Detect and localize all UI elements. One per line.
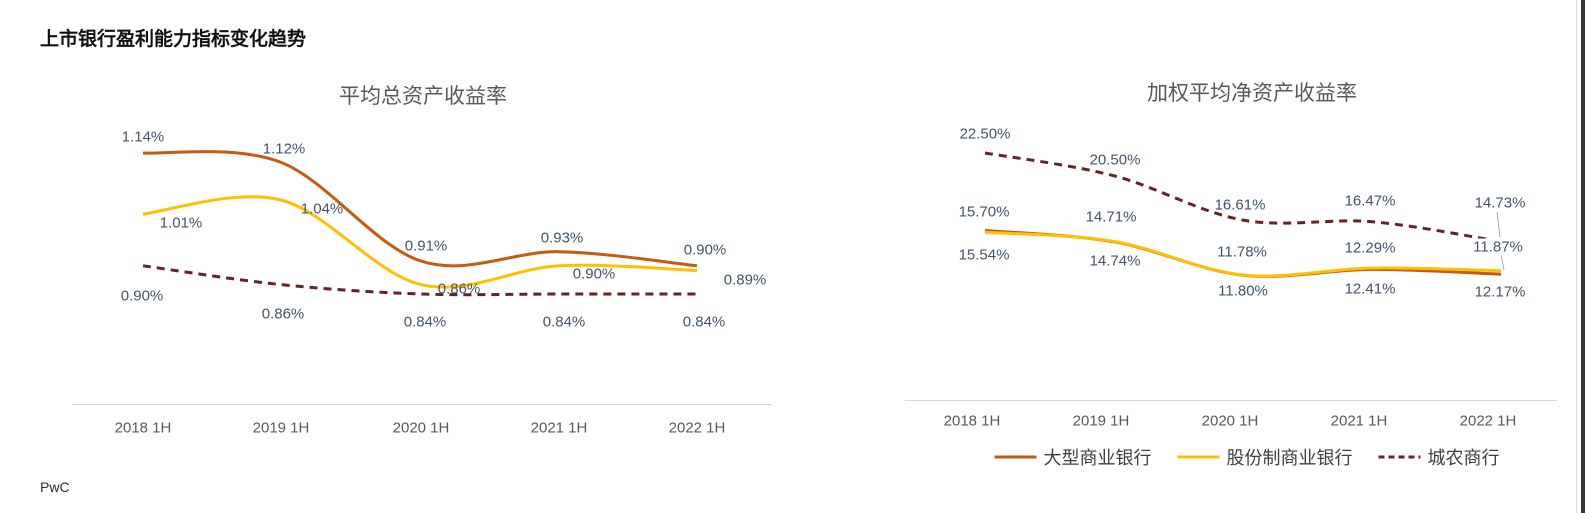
legend-label: 大型商业银行	[1043, 448, 1152, 468]
data-label-city-rural-commercial-banks: 0.84%	[542, 313, 586, 331]
data-label-joint-stock-commercial-banks: 12.41%	[1344, 280, 1396, 298]
data-label-large-commercial-banks: 1.12%	[262, 140, 306, 158]
data-label-large-commercial-banks: 0.93%	[540, 229, 584, 247]
data-label-city-rural-commercial-banks: 22.50%	[959, 125, 1011, 143]
legend-label: 股份制商业银行	[1226, 448, 1353, 468]
data-label-city-rural-commercial-banks: 20.50%	[1089, 151, 1141, 169]
series-line-joint-stock-commercial-banks	[142, 195, 698, 289]
x-tick-label: 2020 1H	[1201, 412, 1259, 430]
x-tick-label: 2020 1H	[392, 419, 450, 437]
x-tick-label: 2018 1H	[943, 412, 1001, 430]
x-tick-label: 2022 1H	[1459, 412, 1517, 430]
data-label-large-commercial-banks: 1.14%	[121, 128, 165, 146]
data-label-large-commercial-banks: 14.71%	[1085, 208, 1137, 226]
data-label-joint-stock-commercial-banks: 12.17%	[1474, 283, 1526, 301]
legend-swatch-dashed-line-icon	[1378, 455, 1421, 459]
x-tick-label: 2021 1H	[1330, 412, 1388, 430]
x-tick-label: 2019 1H	[1072, 412, 1130, 430]
legend-item-large-commercial-banks: 大型商业银行	[994, 444, 1152, 470]
x-tick-label: 2019 1H	[252, 419, 310, 437]
window-edge	[1581, 0, 1585, 513]
legend-swatch-solid-line-icon	[1177, 455, 1220, 459]
series-line-city-rural-commercial-banks	[142, 264, 697, 297]
data-label-large-commercial-banks: 11.87%	[1471, 238, 1525, 256]
data-label-joint-stock-commercial-banks: 15.54%	[958, 246, 1010, 264]
legend-item-joint-stock-commercial-banks: 股份制商业银行	[1177, 444, 1353, 470]
data-label-city-rural-commercial-banks: 0.86%	[261, 305, 305, 323]
data-label-joint-stock-commercial-banks: 1.01%	[159, 214, 203, 232]
legend-item-city-rural-commercial-banks: 城农商行	[1378, 444, 1500, 470]
data-label-large-commercial-banks: 15.70%	[958, 203, 1010, 221]
chart-title-average-roa: 平均总资产收益率	[339, 85, 507, 108]
page-edge-line	[1576, 0, 1577, 513]
series-line-large-commercial-banks	[142, 150, 698, 268]
data-label-joint-stock-commercial-banks: 0.86%	[437, 280, 481, 298]
legend-swatch-solid-line-icon	[994, 455, 1037, 459]
series-line-joint-stock-commercial-banks	[984, 230, 1502, 278]
page-title: 上市银行盈利能力指标变化趋势	[40, 29, 307, 50]
x-tick-label: 2021 1H	[530, 419, 588, 437]
chart-legend: 大型商业银行 股份制商业银行 城农商行	[994, 444, 1500, 470]
data-label-large-commercial-banks: 0.91%	[404, 237, 448, 255]
x-tick-label: 2022 1H	[668, 419, 726, 437]
data-label-city-rural-commercial-banks: 0.84%	[682, 313, 726, 331]
data-label-joint-stock-commercial-banks: 11.80%	[1218, 282, 1268, 300]
data-label-large-commercial-banks: 11.78%	[1217, 243, 1267, 261]
pwc-logo: PwC	[40, 479, 70, 495]
legend-label: 城农商行	[1427, 448, 1500, 468]
data-label-large-commercial-banks: 12.29%	[1344, 239, 1396, 257]
data-label-city-rural-commercial-banks: 0.90%	[120, 287, 164, 305]
data-label-joint-stock-commercial-banks: 14.74%	[1089, 252, 1141, 270]
label-leader-line	[1500, 253, 1505, 271]
series-line-city-rural-commercial-banks	[984, 151, 1502, 244]
data-label-city-rural-commercial-banks: 16.61%	[1214, 196, 1266, 214]
label-leader-line	[1496, 211, 1501, 238]
chart-title-weighted-roe: 加权平均净资产收益率	[1147, 82, 1357, 105]
x-tick-label: 2018 1H	[114, 419, 172, 437]
data-label-joint-stock-commercial-banks: 1.04%	[300, 200, 344, 218]
data-label-city-rural-commercial-banks: 16.47%	[1344, 192, 1396, 210]
data-label-city-rural-commercial-banks: 0.84%	[403, 313, 447, 331]
data-label-large-commercial-banks: 0.90%	[683, 241, 727, 259]
data-label-city-rural-commercial-banks: 14.73%	[1474, 194, 1526, 212]
data-label-joint-stock-commercial-banks: 0.89%	[723, 271, 767, 288]
data-label-joint-stock-commercial-banks: 0.90%	[572, 265, 616, 283]
